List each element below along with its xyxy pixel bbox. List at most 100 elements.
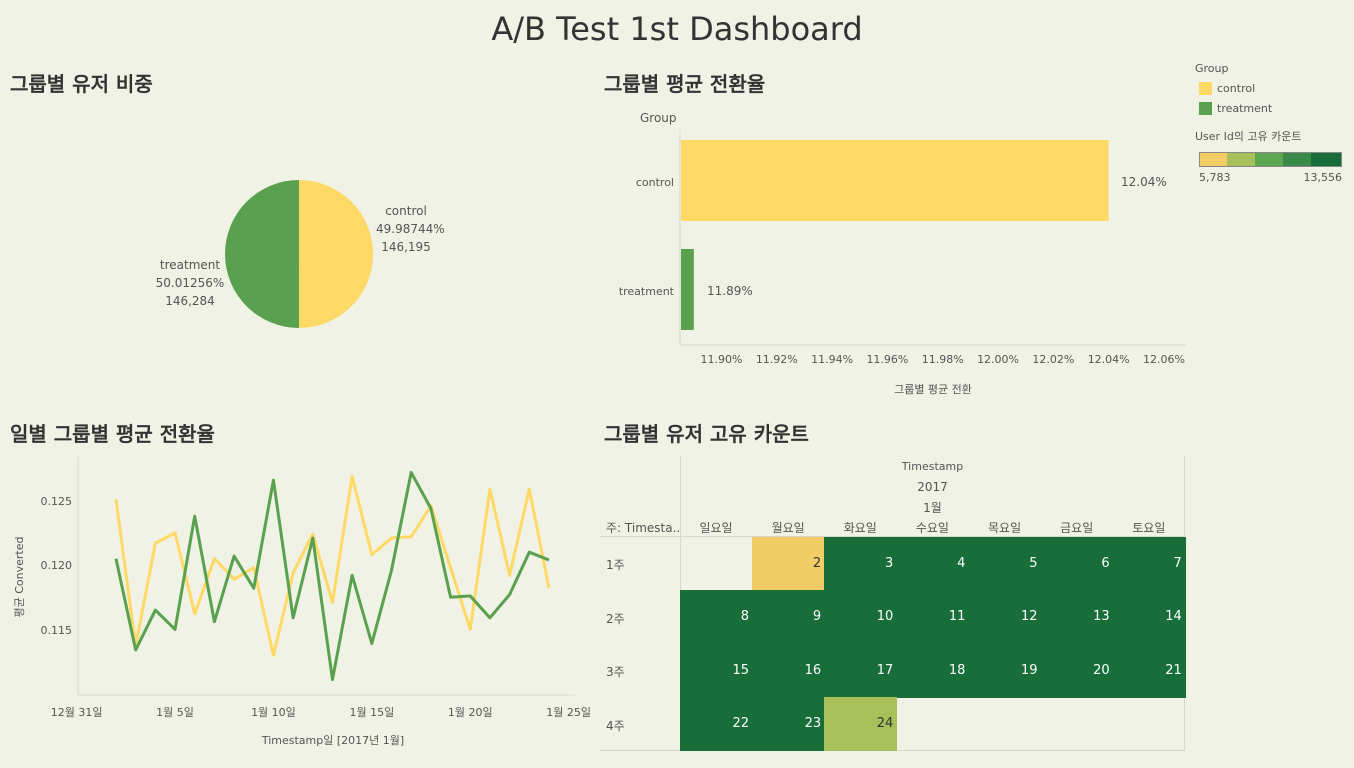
calendar-day-header: 월요일 — [771, 521, 805, 535]
dashboard-title: A/B Test 1st Dashboard — [491, 10, 863, 48]
line-x-tick-label: 12월 31일 — [50, 706, 103, 719]
bar-x-axis-label: 그룹별 평균 전환 — [894, 383, 972, 396]
calendar-cell[interactable]: 23 — [752, 697, 826, 752]
line-series-treatment[interactable] — [114, 470, 550, 682]
line-y-tick-label: 0.120 — [40, 559, 73, 573]
calendar-cell[interactable]: 24 — [824, 697, 898, 752]
legend-color-step-2 — [1227, 152, 1255, 167]
calendar-week-label: 2주 — [606, 611, 625, 626]
legend-color-step-4 — [1283, 152, 1311, 167]
pie-label-treatment-count: 146,284 — [165, 294, 215, 308]
line-series-control[interactable] — [114, 474, 551, 657]
calendar-cell[interactable]: 11 — [896, 590, 970, 645]
pie-label-control-pct: 49.98744% — [376, 222, 445, 236]
legend-count-title: User Id의 고유 카운트 — [1195, 130, 1302, 143]
bar-treatment[interactable] — [681, 249, 694, 330]
calendar-cell[interactable]: 3 — [824, 536, 898, 591]
line-panel-title: 일별 그룹별 평균 전환율 — [10, 422, 215, 446]
line-x-tick-label: 1월 25일 — [546, 706, 591, 719]
calendar-header-year: 2017 — [917, 480, 948, 494]
calendar-day-header: 토요일 — [1132, 521, 1166, 535]
bar-category-treatment: treatment — [618, 285, 674, 298]
line-y-tick-label: 0.115 — [40, 623, 73, 637]
calendar-cell[interactable]: 9 — [752, 590, 826, 645]
bar-x-tick-label: 11.92% — [755, 353, 798, 366]
calendar-day-header: 수요일 — [915, 521, 949, 535]
pie-label-control-name: control — [385, 204, 427, 218]
calendar-week-label: 4주 — [606, 718, 625, 733]
calendar-day-header: 일요일 — [699, 521, 733, 535]
calendar-cell[interactable]: 8 — [680, 590, 753, 645]
pie-chart — [225, 180, 374, 328]
calendar-cell[interactable]: 2 — [752, 536, 826, 591]
legend-color-step-1 — [1199, 152, 1227, 167]
line-x-tick-label: 1월 5일 — [156, 706, 194, 719]
calendar-header-timestamp: Timestamp — [901, 460, 964, 473]
bar-control[interactable] — [681, 140, 1109, 221]
pie-slice-treatment[interactable] — [225, 180, 300, 328]
line-x-tick-label: 1월 15일 — [349, 706, 395, 719]
legend-swatch-treatment[interactable] — [1199, 102, 1212, 115]
pie-label-treatment-name: treatment — [159, 258, 221, 272]
legend-label-treatment[interactable]: treatment — [1217, 102, 1273, 115]
bar-x-tick-label: 11.94% — [811, 353, 854, 366]
bar-group-header: Group — [640, 111, 677, 125]
calendar-day-header: 목요일 — [987, 521, 1022, 535]
legend-color-step-3 — [1255, 152, 1283, 167]
bar-x-tick-label: 12.02% — [1032, 353, 1075, 366]
calendar-cell[interactable]: 14 — [1112, 590, 1186, 645]
calendar-cell[interactable]: 17 — [824, 643, 898, 698]
calendar-panel-title: 그룹별 유저 고유 카운트 — [604, 422, 809, 446]
line-y-tick-label: 0.125 — [40, 495, 73, 509]
calendar-cell[interactable]: 15 — [680, 643, 753, 698]
bar-x-tick-label: 11.96% — [866, 353, 909, 366]
calendar-day-header: 금요일 — [1060, 521, 1094, 535]
calendar-cell[interactable]: 6 — [1040, 536, 1114, 591]
calendar-cell[interactable]: 7 — [1112, 536, 1186, 591]
calendar-cell[interactable]: 16 — [752, 643, 826, 698]
bar-value-label-control: 12.04% — [1121, 175, 1167, 189]
pie-label-treatment: treatment 50.01256% 146,284 — [155, 256, 225, 310]
legend-max-label: 13,556 — [1303, 171, 1343, 184]
bar-x-tick-label: 12.00% — [977, 353, 1020, 366]
line-y-axis-label: 평균 Converted — [13, 536, 26, 618]
legend-swatch-control[interactable] — [1199, 82, 1212, 95]
calendar-cell[interactable]: 4 — [896, 536, 970, 591]
legend-label-control[interactable]: control — [1217, 82, 1256, 95]
bar-panel-title: 그룹별 평균 전환율 — [604, 72, 766, 96]
pie-label-treatment-pct: 50.01256% — [155, 276, 225, 290]
calendar-row-header: 주: Timesta.. — [606, 521, 681, 535]
calendar-header-month: 1월 — [923, 501, 942, 515]
legend-group-title: Group — [1195, 62, 1229, 75]
bar-x-tick-label: 12.06% — [1143, 353, 1185, 366]
calendar-cell[interactable]: 22 — [680, 697, 753, 752]
calendar-cell[interactable]: 18 — [896, 643, 970, 698]
calendar-cell[interactable]: 21 — [1112, 643, 1186, 698]
calendar-day-header: 화요일 — [843, 521, 877, 535]
legend-min-label: 5,783 — [1199, 171, 1231, 184]
line-x-axis-label: Timestamp일 [2017년 1월] — [261, 734, 405, 747]
bar-x-tick-label: 12.04% — [1087, 353, 1130, 366]
pie-slice-control[interactable] — [299, 180, 374, 328]
calendar-week-label: 3주 — [606, 665, 625, 680]
pie-panel-title: 그룹별 유저 비중 — [10, 72, 153, 96]
calendar-cell[interactable]: 5 — [968, 536, 1042, 591]
calendar-cell[interactable]: 20 — [1040, 643, 1114, 698]
calendar-cell[interactable]: 19 — [968, 643, 1042, 698]
bar-x-tick-label: 11.98% — [921, 353, 964, 366]
calendar-week-label: 1주 — [606, 558, 625, 572]
pie-label-control: control 49.98744% 146,195 — [376, 202, 445, 256]
line-chart — [77, 457, 575, 696]
calendar-cell[interactable]: 10 — [824, 590, 898, 645]
legend-color-ramp-border — [1199, 152, 1342, 167]
legend-color-step-5 — [1311, 152, 1342, 167]
bar-category-control: control — [635, 176, 674, 189]
line-x-tick-label: 1월 20일 — [447, 706, 493, 719]
bar-chart — [679, 130, 1186, 346]
line-x-tick-label: 1월 10일 — [251, 706, 296, 719]
bar-x-tick-label: 11.90% — [700, 353, 743, 366]
bar-value-label-treatment: 11.89% — [707, 284, 753, 298]
calendar-cell[interactable]: 12 — [968, 590, 1042, 645]
pie-label-control-count: 146,195 — [381, 240, 431, 254]
calendar-cell[interactable]: 13 — [1040, 590, 1114, 645]
